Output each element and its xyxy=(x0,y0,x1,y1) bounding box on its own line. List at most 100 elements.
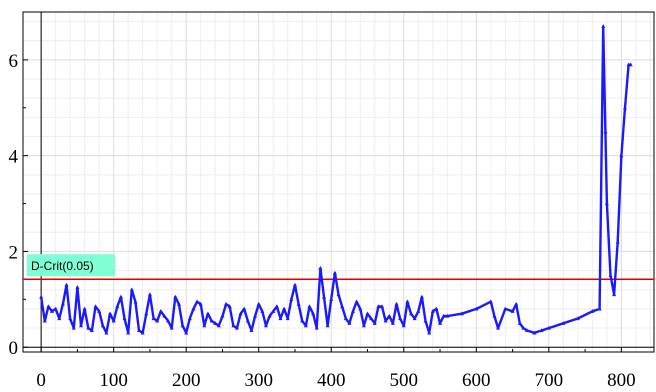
data-point xyxy=(369,316,374,321)
data-point xyxy=(249,328,254,333)
data-point xyxy=(147,292,152,297)
data-point xyxy=(590,309,595,313)
data-point xyxy=(260,309,265,313)
data-point xyxy=(169,325,174,330)
data-point xyxy=(184,330,189,335)
data-point xyxy=(525,328,530,333)
data-point xyxy=(216,323,221,328)
data-point xyxy=(231,323,236,328)
x-tick-label: 400 xyxy=(317,370,346,391)
data-point xyxy=(118,294,123,299)
data-point xyxy=(380,304,385,309)
y-tick-label: 6 xyxy=(9,51,19,72)
data-point xyxy=(180,323,185,328)
x-tick-label: 300 xyxy=(244,370,273,391)
y-tick-label: 2 xyxy=(9,242,19,263)
tick-labels: 0 100 200 300 400 500 600 700 800 0 2 4 6 xyxy=(9,51,636,391)
data-point xyxy=(365,311,370,316)
x-tick-label: 700 xyxy=(535,370,564,391)
data-point xyxy=(354,299,359,304)
data-point xyxy=(329,297,334,301)
data-point xyxy=(628,62,633,67)
data-point xyxy=(64,282,69,287)
data-point xyxy=(274,304,279,309)
data-point xyxy=(242,306,247,311)
data-point xyxy=(601,24,606,28)
data-point xyxy=(343,316,348,321)
plot-frame xyxy=(22,11,655,353)
data-point xyxy=(401,323,406,328)
data-point xyxy=(158,309,163,313)
data-point xyxy=(100,323,105,328)
data-point xyxy=(488,299,493,304)
data-point xyxy=(278,316,283,321)
data-point xyxy=(122,316,127,321)
critical-label: D-Crit(0.05) xyxy=(31,259,94,273)
data-point xyxy=(398,316,403,321)
axes xyxy=(22,11,655,353)
data-point xyxy=(50,309,55,313)
data-point xyxy=(300,318,305,323)
data-point xyxy=(195,299,200,304)
data-point xyxy=(173,294,178,299)
minor-grid xyxy=(23,12,654,352)
data-point xyxy=(289,297,294,301)
data-point xyxy=(340,304,345,309)
data-point xyxy=(82,306,87,311)
x-tick-label: 500 xyxy=(390,370,419,391)
data-point xyxy=(267,313,272,318)
data-point xyxy=(292,282,297,287)
data-point xyxy=(166,318,171,323)
data-point xyxy=(133,299,138,304)
data-point xyxy=(430,309,435,313)
x-tick-label: 600 xyxy=(462,370,491,391)
data-point xyxy=(263,323,268,328)
data-point xyxy=(176,301,181,306)
data-point xyxy=(296,301,301,306)
data-point xyxy=(405,299,410,304)
data-point xyxy=(220,313,225,318)
data-point xyxy=(202,323,207,328)
data-point xyxy=(510,309,515,313)
data-point xyxy=(441,313,446,318)
data-point xyxy=(615,239,620,244)
data-point xyxy=(325,323,330,328)
data-point xyxy=(75,285,80,289)
data-point xyxy=(86,325,91,330)
data-point xyxy=(224,301,229,306)
data-point xyxy=(514,301,519,306)
data-point xyxy=(597,306,602,311)
data-point xyxy=(253,313,258,318)
data-point xyxy=(492,313,497,318)
data-point xyxy=(155,318,160,323)
data-point xyxy=(57,316,62,321)
data-point xyxy=(372,321,377,325)
data-point xyxy=(151,316,156,321)
data-point xyxy=(191,306,196,311)
data-point xyxy=(68,316,73,321)
data-point xyxy=(474,306,479,311)
data-point xyxy=(187,316,192,321)
data-point xyxy=(271,309,276,313)
data-point xyxy=(256,301,261,306)
data-point xyxy=(336,292,341,297)
data-point xyxy=(318,265,323,270)
data-point xyxy=(303,323,308,328)
data-point xyxy=(162,313,167,318)
data-point xyxy=(97,309,102,313)
data-point xyxy=(53,306,58,311)
data-point xyxy=(198,301,203,306)
data-point xyxy=(561,321,566,325)
data-point xyxy=(387,313,392,318)
data-point xyxy=(434,306,439,311)
data-point xyxy=(311,311,316,316)
data-point xyxy=(575,316,580,321)
data-point xyxy=(79,323,84,328)
major-grid xyxy=(23,12,654,352)
data-point xyxy=(423,318,428,323)
data-point xyxy=(104,330,109,335)
data-point xyxy=(394,301,399,306)
data-point xyxy=(126,330,131,335)
data-point xyxy=(213,321,218,325)
